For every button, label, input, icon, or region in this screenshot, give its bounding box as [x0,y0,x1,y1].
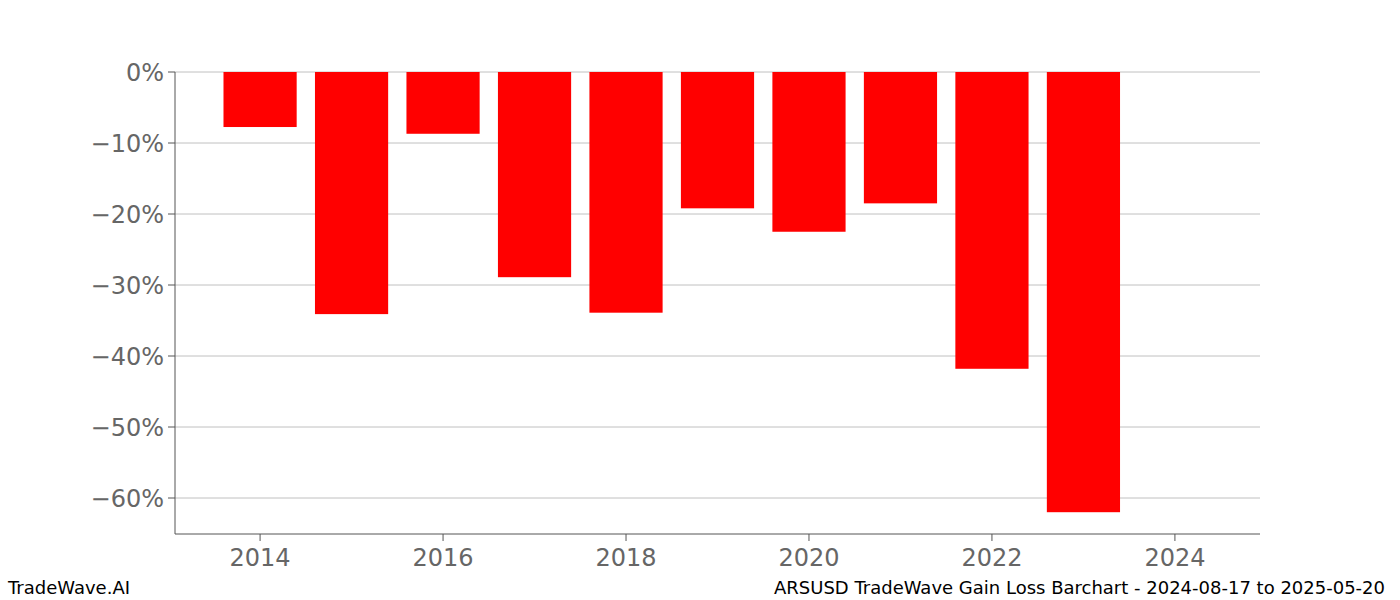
bar [223,72,296,127]
x-tick [808,534,809,541]
y-axis-line [175,72,176,534]
y-tick-label: −60% [91,485,164,513]
y-tick-label: −10% [91,130,164,158]
x-tick [1174,534,1175,541]
y-tick-label: −40% [91,343,164,371]
y-tick [168,143,175,144]
x-axis-line [175,534,1260,535]
y-tick-label: −30% [91,272,164,300]
x-tick-label: 2018 [595,544,656,572]
x-tick-label: 2014 [230,544,291,572]
bar [1047,72,1120,512]
bar [589,72,662,313]
bar [864,72,937,203]
y-tick [168,72,175,73]
x-tick-label: 2016 [413,544,474,572]
bar [681,72,754,208]
y-tick [168,285,175,286]
y-tick-label: 0% [126,59,164,87]
x-tick-label: 2020 [778,544,839,572]
title: ARSUSD TradeWave Gain Loss Barchart - 20… [774,577,1385,598]
y-tick-label: −50% [91,414,164,442]
watermark: TradeWave.AI [7,577,130,598]
x-tick [626,534,627,541]
x-tick [991,534,992,541]
y-tick [168,498,175,499]
y-tick-label: −20% [91,201,164,229]
bar [772,72,845,232]
x-tick [260,534,261,541]
y-tick [168,356,175,357]
x-tick-label: 2022 [961,544,1022,572]
y-tick [168,214,175,215]
bar [498,72,571,277]
bars [223,72,1120,512]
y-tick [168,427,175,428]
bar [315,72,388,314]
chart: 0% −10% −20% −30% −40% −50% −60% 2014 2016 2018 20… [0,0,1400,600]
x-tick [443,534,444,541]
x-tick-label: 2024 [1144,544,1205,572]
bar [955,72,1028,369]
bar [406,72,479,134]
